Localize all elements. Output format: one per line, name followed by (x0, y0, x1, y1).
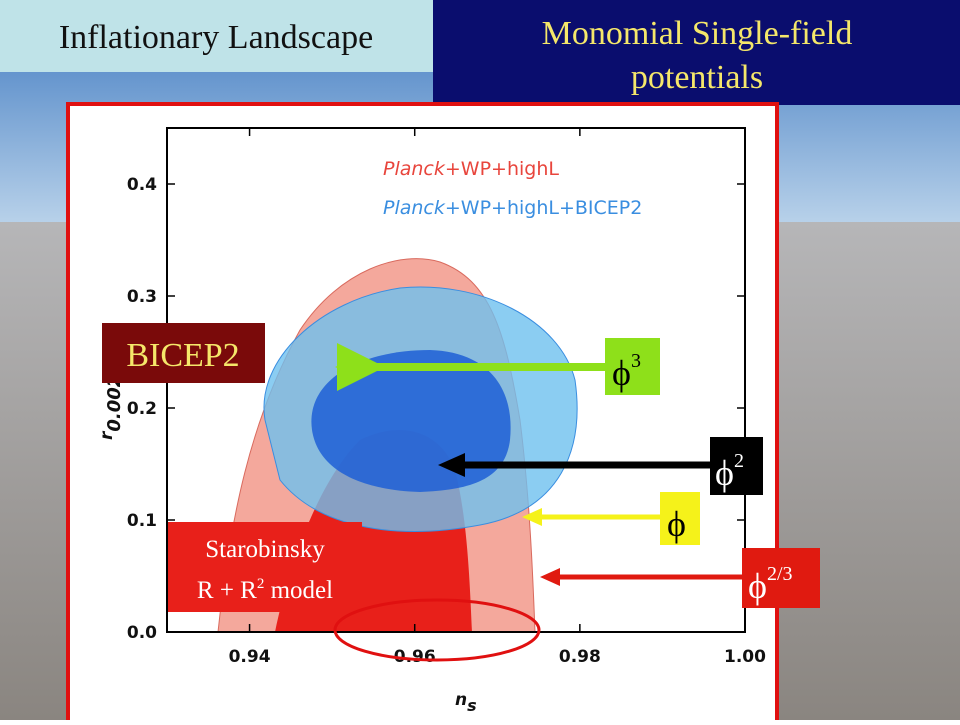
left-title-box (0, 0, 433, 72)
phi: ϕ (612, 353, 631, 393)
x-tick-label: 1.00 (724, 647, 766, 667)
x-tick-label: 0.94 (229, 647, 271, 667)
highlight-ellipse (333, 598, 541, 662)
arrowhead (438, 453, 465, 477)
x-label-sub: s (467, 696, 477, 715)
phi1: ϕ (667, 504, 686, 544)
left-title: Inflationary Landscape (59, 19, 373, 56)
arrowhead (540, 568, 560, 586)
legend-text: +WP+highL (445, 158, 560, 180)
sup: 2 (257, 576, 265, 592)
arrowhead (335, 356, 360, 378)
legend-italic: Planck (383, 197, 446, 219)
y-tick-label: 0.0 (127, 623, 157, 643)
phi: ϕ (748, 566, 767, 606)
sup: 2/3 (767, 563, 793, 585)
phi2-box (710, 437, 763, 495)
right-title-box (433, 0, 960, 105)
x-label-base: n (455, 690, 467, 710)
starobinsky-box (168, 522, 362, 612)
phi23-box (742, 548, 820, 608)
phi: ϕ (715, 453, 734, 493)
phi1-box (660, 492, 700, 545)
arrowhead (522, 508, 542, 526)
y-label-base: r (97, 430, 117, 440)
y-axis-label: r0.002 (97, 375, 125, 440)
phi23: ϕ2/3 (748, 563, 793, 606)
starobinsky-model: R + R2 model (197, 576, 333, 604)
right-title: potentials (631, 59, 763, 96)
x-tick-label: 0.98 (559, 647, 601, 667)
right-title: Monomial Single-field (542, 15, 853, 52)
x-axis-label: ns (455, 690, 477, 715)
y-label-sub: 0.002 (104, 375, 125, 432)
legend-italic: Planck (383, 158, 446, 180)
y-tick-label: 0.1 (127, 511, 157, 531)
legend-entry: Planck+WP+highL (383, 158, 559, 180)
legend-entry: Planck+WP+highL+BICEP2 (383, 197, 642, 219)
x-tick-label: 0.96 (394, 647, 436, 667)
y-tick-label: 0.2 (127, 399, 157, 419)
legend-text: +WP+highL+BICEP2 (445, 197, 642, 219)
y-tick-label: 0.3 (127, 287, 157, 307)
phi3-box (605, 338, 660, 395)
starobinsky: Starobinsky (205, 536, 325, 563)
bicep2-box (102, 323, 265, 383)
text: R + R (197, 577, 257, 604)
bicep2: BICEP2 (126, 337, 239, 374)
sup: 2 (734, 450, 744, 472)
y-tick-label: 0.4 (127, 175, 157, 195)
sup: 3 (631, 350, 641, 372)
phi3: ϕ3 (612, 350, 641, 393)
text: model (264, 577, 333, 604)
phi2: ϕ2 (715, 450, 744, 493)
